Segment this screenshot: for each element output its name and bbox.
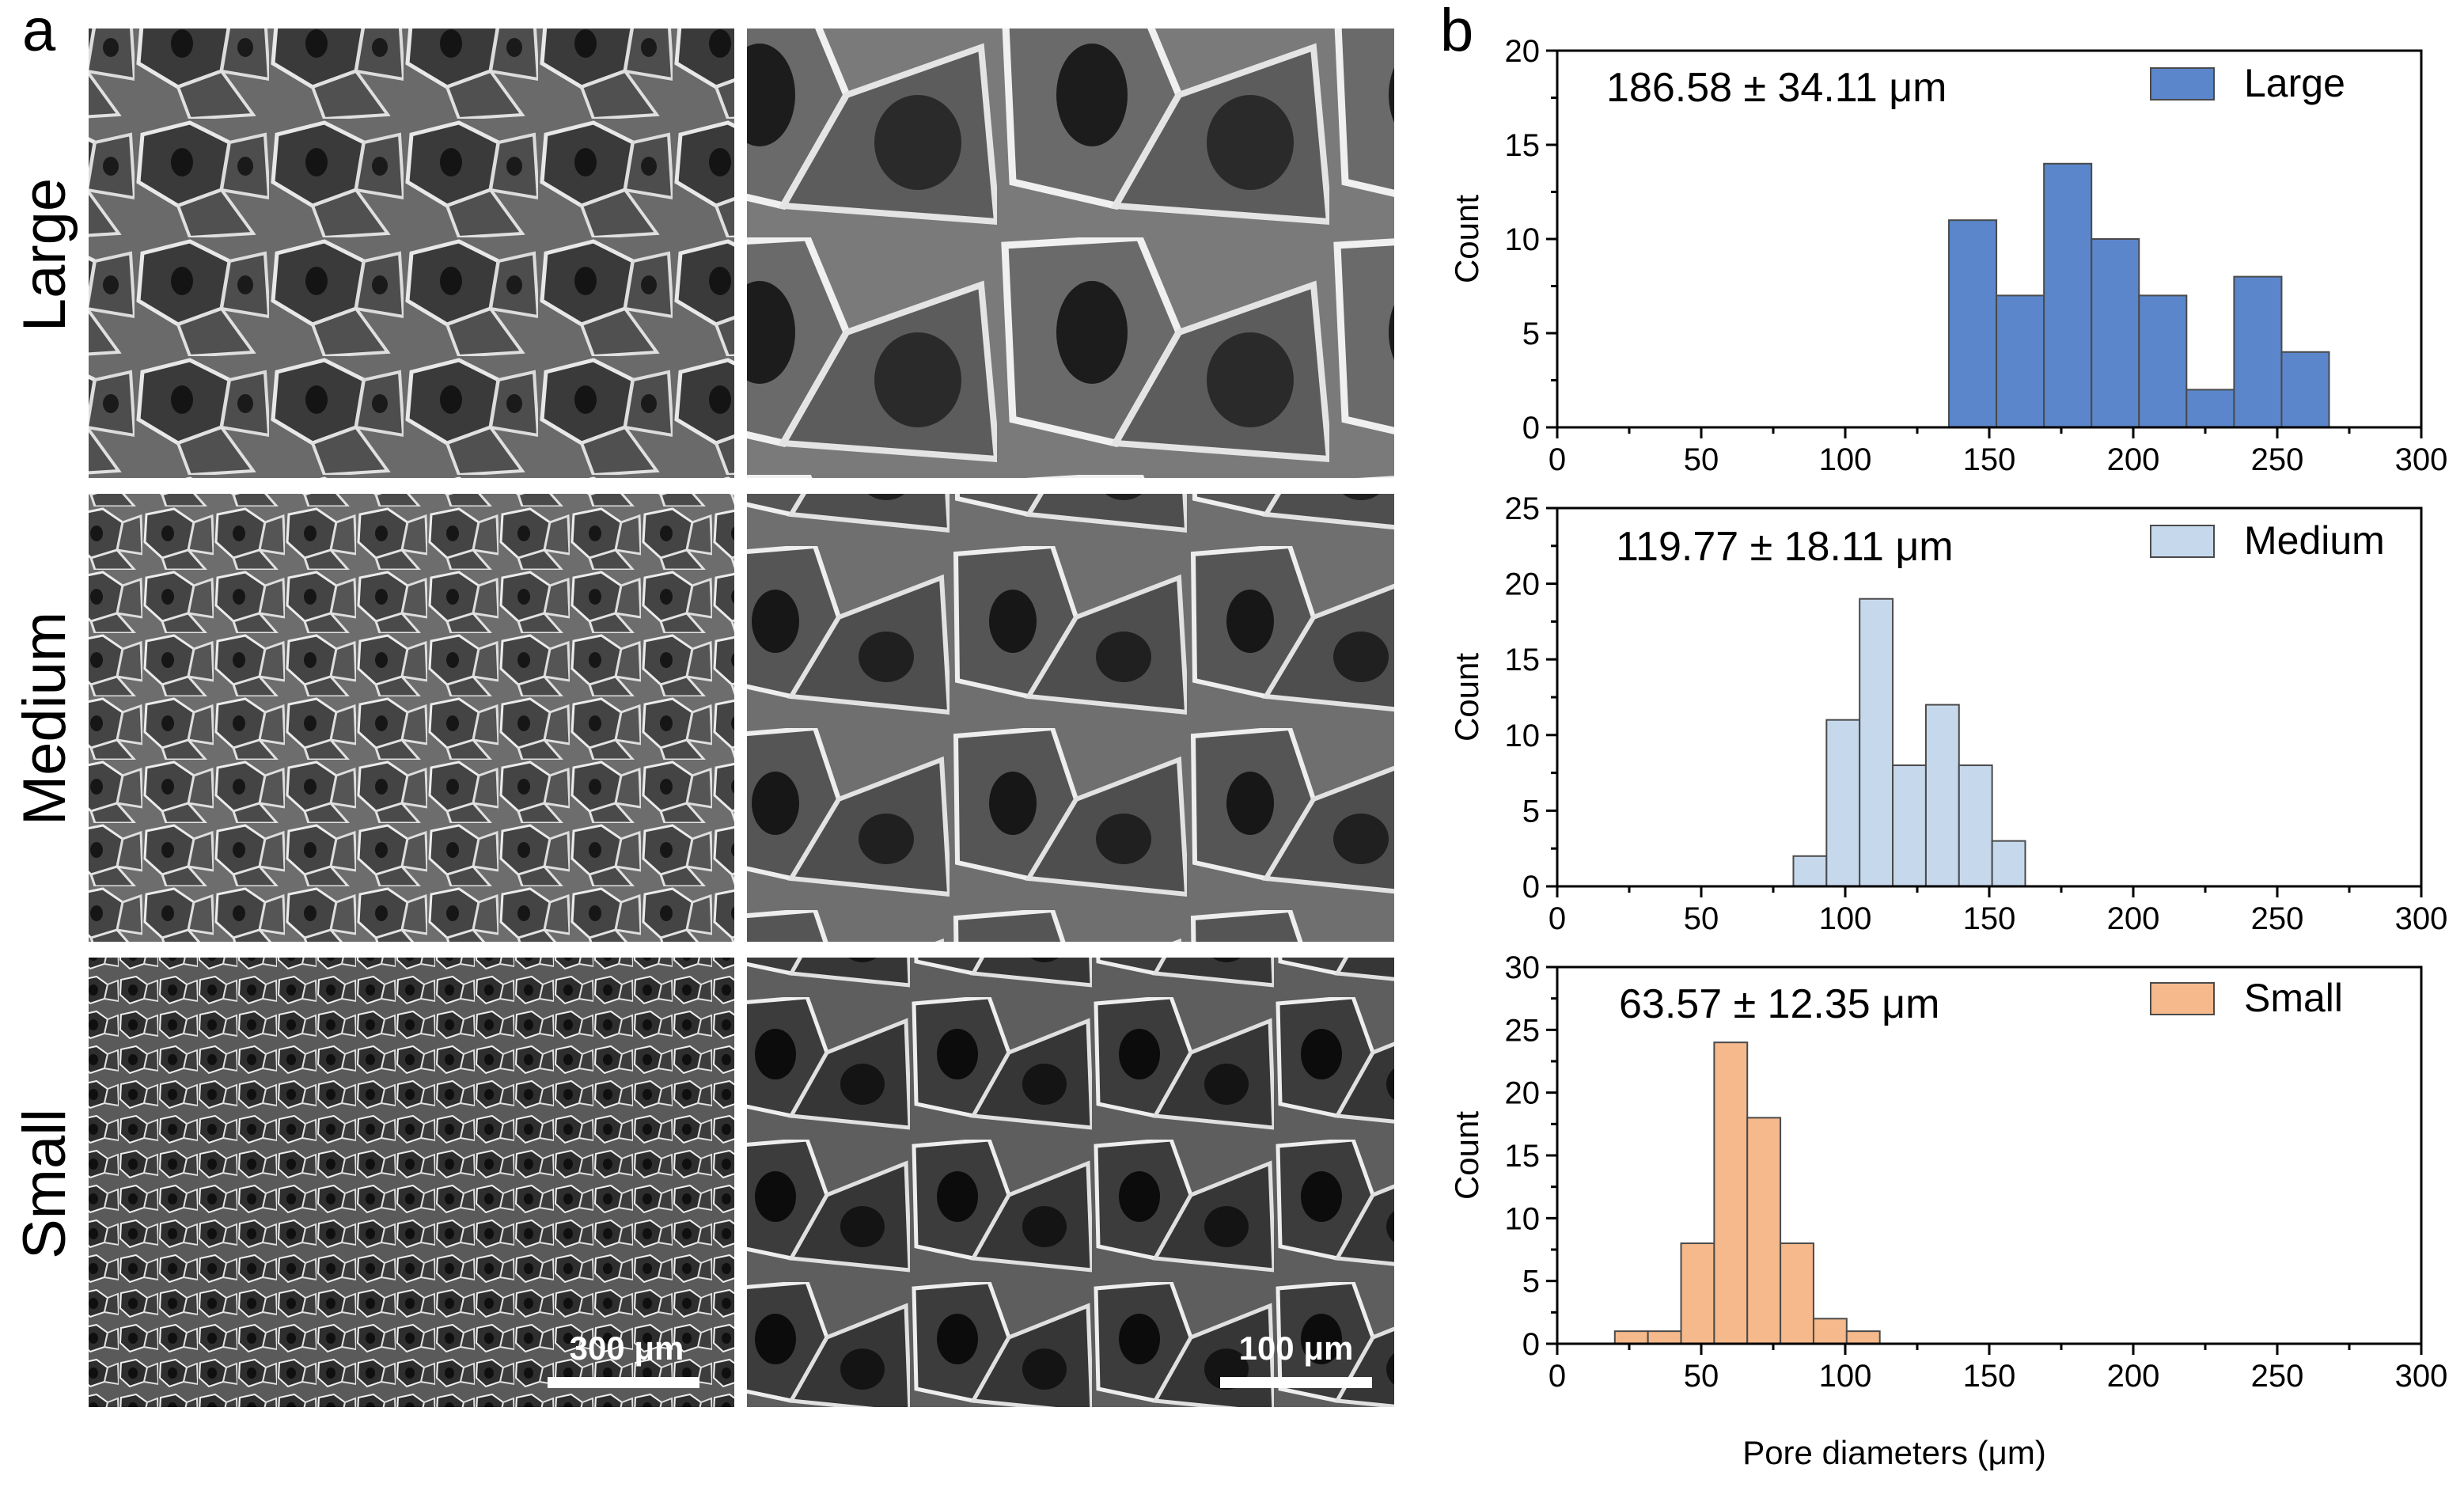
scale-bar-label-100: 100 μm <box>1239 1330 1354 1367</box>
x-tick-label: 250 <box>2251 901 2304 936</box>
x-tick-label: 300 <box>2395 1359 2448 1394</box>
x-tick-label: 150 <box>1963 901 2016 936</box>
histogram-large: 0 50 100 150 200 250 300 0 5 10 15 20 Count 186.58 ± … <box>1448 34 2447 477</box>
histogram-bar <box>1845 1330 1881 1345</box>
y-tick-label: 5 <box>1522 1265 1540 1299</box>
histogram-bar <box>2185 389 2235 428</box>
histogram-bar <box>1647 1330 1682 1345</box>
scale-bar-100 <box>1220 1377 1372 1388</box>
x-tick-label: 0 <box>1549 1359 1566 1394</box>
y-tick-label: 30 <box>1505 950 1541 985</box>
y-tick-label: 15 <box>1505 128 1541 163</box>
y-tick-label: 0 <box>1522 870 1540 905</box>
sem-image-large-high-mag <box>747 28 1394 478</box>
x-tick-label: 250 <box>2251 1359 2304 1394</box>
legend-swatch <box>2150 982 2215 1015</box>
histogram-bar <box>1613 1330 1649 1345</box>
y-tick-label: 20 <box>1505 567 1541 602</box>
panel-label-a: a <box>22 0 56 64</box>
histogram-bar <box>1991 840 2026 888</box>
y-axis-label: Count <box>1448 653 1485 742</box>
y-tick-label: 25 <box>1505 491 1541 526</box>
histogram-bar <box>1812 1318 1848 1345</box>
histogram-bar <box>1780 1242 1814 1345</box>
scale-bar-label-300: 300 μm <box>570 1330 684 1367</box>
histogram-bar <box>1713 1041 1749 1345</box>
legend-swatch <box>2150 525 2215 558</box>
x-tick-label: 0 <box>1549 901 1566 936</box>
histogram-bar <box>1924 704 1960 887</box>
y-tick-label: 15 <box>1505 643 1541 677</box>
x-tick-label: 50 <box>1684 1359 1719 1394</box>
legend-label: Medium <box>2244 518 2385 563</box>
histogram-bar <box>1958 764 1993 887</box>
mean-sd-annotation: 186.58 ± 34.11 μm <box>1606 65 1947 111</box>
y-tick-label: 0 <box>1522 1327 1540 1362</box>
x-tick-label: 200 <box>2107 1359 2160 1394</box>
sem-image-small-low-mag <box>89 958 734 1407</box>
mean-sd-annotation: 119.77 ± 18.11 μm <box>1616 524 1954 570</box>
histogram-bar <box>2138 294 2188 428</box>
sem-image-large-low-mag <box>89 28 734 478</box>
row-label-small: Small <box>11 1109 78 1259</box>
legend-swatch <box>2150 67 2215 101</box>
histogram-bar <box>1892 764 1927 887</box>
histogram-small: 0 50 100 150 200 250 300 0 5 10 15 20 25 30 Count 63.57… <box>1448 950 2447 1394</box>
x-axis-label: Pore diameters (μm) <box>1742 1434 2046 1471</box>
y-tick-label: 10 <box>1505 719 1541 753</box>
y-tick-label: 25 <box>1505 1013 1541 1048</box>
x-tick-label: 150 <box>1963 1359 2016 1394</box>
histogram-bar <box>1792 855 1828 888</box>
histogram-bar <box>2280 351 2330 428</box>
histogram-bar <box>1746 1117 1782 1345</box>
x-tick-label: 100 <box>1819 901 1872 936</box>
legend-label: Small <box>2244 976 2343 1020</box>
sem-image-medium-high-mag <box>747 494 1394 942</box>
x-tick-label: 50 <box>1684 442 1719 477</box>
x-tick-label: 300 <box>2395 901 2448 936</box>
mean-sd-annotation: 63.57 ± 12.35 μm <box>1619 981 1939 1027</box>
legend-label: Large <box>2244 61 2345 105</box>
y-axis-label: Count <box>1448 1111 1485 1200</box>
x-tick-label: 100 <box>1819 1359 1872 1394</box>
x-tick-label: 50 <box>1684 901 1719 936</box>
histogram-medium: 0 50 100 150 200 250 300 0 5 10 15 20 25 Count 119.77 … <box>1448 491 2447 936</box>
y-tick-label: 0 <box>1522 411 1540 446</box>
y-tick-label: 5 <box>1522 794 1540 829</box>
histogram-bar <box>2043 162 2093 429</box>
row-label-medium: Medium <box>11 612 78 825</box>
y-tick-label: 20 <box>1505 1076 1541 1111</box>
x-tick-label: 300 <box>2395 442 2448 477</box>
sem-image-medium-low-mag <box>89 494 734 942</box>
x-tick-label: 200 <box>2107 901 2160 936</box>
histogram-bar <box>2091 238 2140 428</box>
x-tick-label: 150 <box>1963 442 2016 477</box>
y-tick-label: 10 <box>1505 1201 1541 1236</box>
y-tick-label: 5 <box>1522 317 1540 351</box>
scale-bar-300 <box>548 1377 699 1388</box>
y-axis-label: Count <box>1448 195 1485 283</box>
histogram-bar <box>1825 719 1861 887</box>
x-tick-label: 100 <box>1819 442 1872 477</box>
y-tick-label: 10 <box>1505 222 1541 257</box>
histogram-bar <box>2233 275 2283 428</box>
x-tick-label: 200 <box>2107 442 2160 477</box>
row-label-large: Large <box>11 178 78 332</box>
y-tick-label: 20 <box>1505 34 1541 69</box>
x-tick-label: 250 <box>2251 442 2304 477</box>
histogram-bar <box>1948 219 1998 428</box>
sem-image-small-high-mag <box>747 958 1394 1407</box>
panel-label-b: b <box>1440 0 1473 64</box>
histogram-bar <box>1680 1242 1715 1345</box>
histogram-bar <box>1996 294 2045 428</box>
x-tick-label: 0 <box>1549 442 1566 477</box>
histogram-bar <box>1859 597 1894 887</box>
y-tick-label: 15 <box>1505 1139 1541 1174</box>
